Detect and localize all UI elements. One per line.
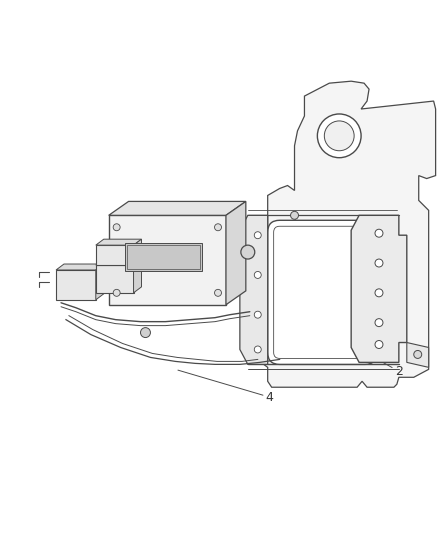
Circle shape [375,229,383,237]
Circle shape [375,341,383,349]
Polygon shape [96,264,104,300]
Polygon shape [134,239,141,265]
Bar [127,245,200,269]
Polygon shape [134,259,141,293]
Circle shape [254,271,261,278]
Polygon shape [240,215,268,365]
Circle shape [113,289,120,296]
Text: 2: 2 [376,359,403,378]
Polygon shape [226,201,246,305]
Bar [124,243,202,271]
FancyBboxPatch shape [268,220,377,365]
Circle shape [254,232,261,239]
Polygon shape [96,239,141,245]
Text: 4: 4 [178,370,274,403]
Circle shape [113,224,120,231]
Bar [279,220,365,365]
Circle shape [324,121,354,151]
Circle shape [318,114,361,158]
Circle shape [268,341,292,365]
Circle shape [141,328,150,337]
Circle shape [268,220,292,244]
Polygon shape [258,81,436,387]
Text: 3: 3 [194,204,246,248]
Circle shape [290,212,298,219]
Polygon shape [56,270,96,300]
Polygon shape [407,343,429,367]
Polygon shape [56,264,104,270]
Circle shape [215,224,222,231]
Polygon shape [351,215,407,362]
Bar [268,232,377,352]
Circle shape [375,259,383,267]
Polygon shape [109,201,246,215]
Polygon shape [96,245,134,265]
Circle shape [414,351,422,358]
Polygon shape [96,259,141,265]
Polygon shape [96,265,134,293]
Circle shape [375,319,383,327]
Circle shape [254,346,261,353]
Circle shape [254,311,261,318]
Circle shape [353,341,377,365]
Polygon shape [109,215,226,305]
Circle shape [215,289,222,296]
Circle shape [241,245,255,259]
Text: 1: 1 [102,269,146,294]
Circle shape [375,289,383,297]
Circle shape [353,220,377,244]
